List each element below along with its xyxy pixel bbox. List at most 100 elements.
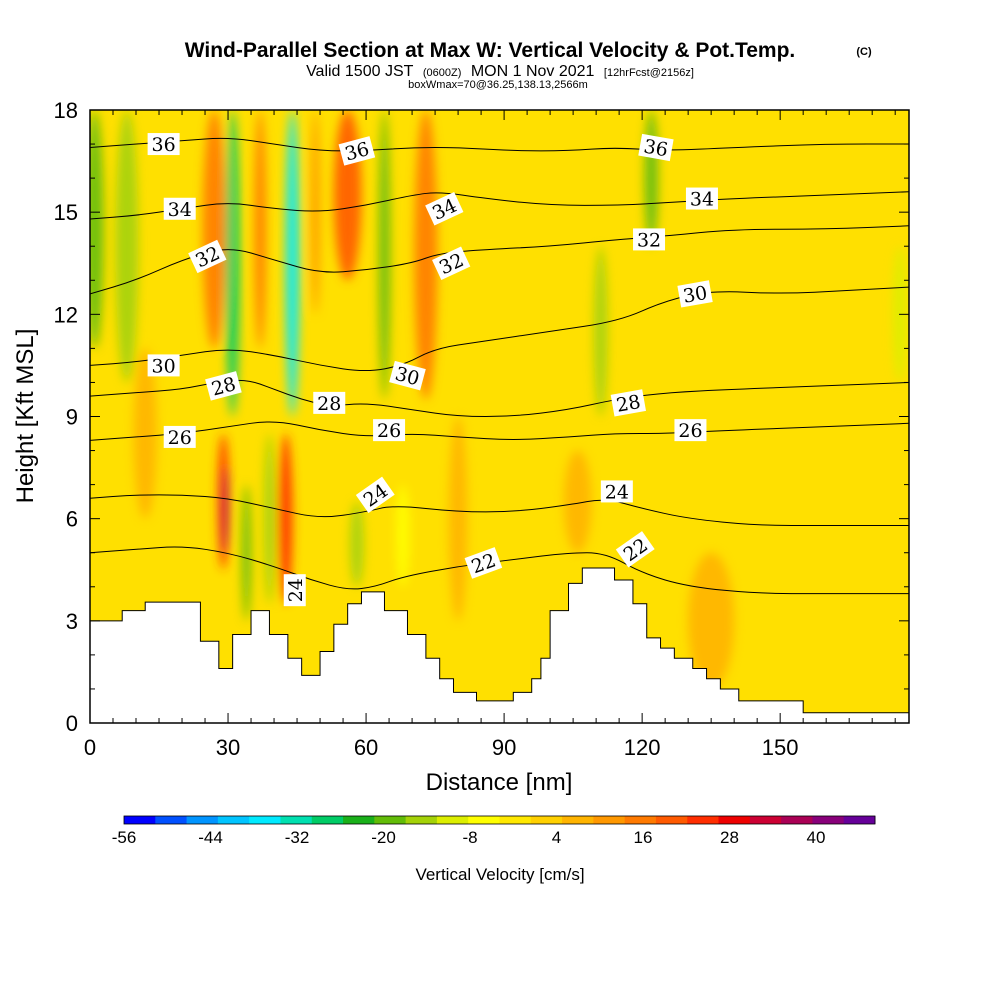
w-feature	[333, 110, 362, 281]
colorbar-frame	[123, 815, 876, 825]
colorbar-swatch	[436, 816, 469, 824]
colorbar-swatch	[155, 816, 188, 824]
w-feature	[310, 110, 321, 315]
w-feature	[133, 348, 157, 519]
colorbar-swatch	[530, 816, 563, 824]
contour-labels: 3634323028262428363432302624223634323028…	[147, 133, 718, 607]
contour-label-text: 34	[690, 189, 714, 211]
contour-label: 36	[638, 133, 674, 162]
contour-label: 30	[389, 360, 426, 391]
colorbar-ticks: -56 -44 -32 -20 -8 4 16 28 40	[112, 828, 826, 847]
w-feature	[593, 246, 608, 417]
y-tick-label: 15	[54, 200, 78, 225]
colorbar-tick-label: 28	[720, 828, 739, 847]
contour-label-box	[425, 192, 464, 226]
contour-label-box	[313, 391, 346, 414]
contour-label-text: 30	[681, 282, 709, 308]
colorbar-label: Vertical Velocity [cm/s]	[415, 865, 584, 884]
contour-label-box	[355, 476, 395, 514]
contour-label: 28	[313, 391, 346, 415]
w-feature	[202, 110, 226, 349]
y-tick-label: 0	[66, 711, 78, 736]
colorbar-swatch	[593, 816, 626, 824]
chart-title: Wind-Parallel Section at Max W: Vertical…	[185, 39, 796, 62]
contour-label-text: 28	[615, 391, 643, 417]
w-feature	[395, 484, 410, 587]
colorbar-tick-label: -8	[462, 828, 477, 847]
contour-label-box	[147, 354, 180, 377]
contour-label-box	[464, 547, 503, 579]
contour-label-box	[147, 133, 180, 156]
contour-label-text: 36	[152, 134, 176, 156]
colorbar-swatch	[405, 816, 438, 824]
x-axis: 0 30 60 90 120 150	[84, 110, 896, 760]
w-feature	[225, 110, 240, 417]
vertical-velocity-field	[90, 110, 907, 689]
colorbar-swatch	[624, 816, 657, 824]
theta-contour-28	[90, 379, 909, 418]
colorbar-swatch	[781, 816, 813, 824]
theta-contour-24	[90, 494, 909, 526]
x-axis-label: Distance [nm]	[426, 769, 573, 796]
contour-label: 24	[600, 480, 633, 503]
contour-label-box	[685, 187, 718, 210]
contour-label-text: 24	[285, 578, 307, 602]
colorbar-swatch	[343, 816, 375, 824]
contour-label: 22	[464, 547, 503, 579]
w-feature	[563, 450, 592, 553]
contour-label: 24	[283, 574, 307, 607]
contour-label: 26	[373, 419, 406, 442]
colorbar-swatch	[843, 816, 876, 824]
colorbar-tick-label: -20	[371, 828, 396, 847]
contour-label-text: 30	[152, 355, 176, 377]
contour-label-box	[600, 480, 633, 503]
contour-label-box	[677, 280, 713, 308]
contour-label-box	[338, 136, 376, 166]
contour-label-box	[638, 133, 674, 162]
box-wmax-info: boxWmax=70@36.25,138.13,2566m	[408, 79, 588, 91]
theta-contour-30	[90, 286, 909, 372]
colorbar	[123, 815, 876, 825]
w-feature	[414, 110, 438, 400]
theta-contour-32	[90, 225, 909, 295]
valid-time: Valid 1500 JST	[306, 63, 414, 80]
contour-label-text: 24	[605, 481, 629, 503]
x-tick-label: 150	[762, 735, 799, 760]
plot-area: 3634323028262428363432302624223634323028…	[90, 110, 909, 723]
x-tick-label: 60	[354, 735, 378, 760]
colorbar-swatch	[374, 816, 407, 824]
copyright-mark: (C)	[856, 46, 872, 58]
colorbar-swatch	[749, 816, 782, 824]
forecast-info: [12hrFcst@2156z]	[604, 67, 694, 79]
y-tick-label: 3	[66, 609, 78, 634]
w-feature	[349, 501, 364, 587]
contour-label-box	[163, 425, 196, 448]
contour-label-text: 28	[317, 393, 341, 415]
w-feature	[448, 416, 468, 621]
terrain-mask	[90, 567, 909, 723]
valid-date: MON 1 Nov 2021	[471, 63, 595, 80]
valid-time-utc: (0600Z)	[423, 67, 462, 79]
contour-label-box	[432, 246, 471, 280]
colorbar-swatch	[217, 816, 250, 824]
colorbar-swatch	[124, 816, 156, 824]
x-tick-label: 120	[624, 735, 661, 760]
colorbar-swatch	[812, 816, 845, 824]
w-feature	[285, 110, 300, 417]
w-feature	[263, 433, 276, 604]
contour-label-box	[283, 574, 306, 607]
contour-label: 26	[674, 419, 707, 442]
contour-label: 30	[677, 280, 713, 308]
colorbar-tick-label: -32	[285, 828, 310, 847]
colorbar-swatch	[249, 816, 281, 824]
w-feature	[115, 110, 139, 383]
colorbar-tick-label: 16	[634, 828, 653, 847]
contour-label: 30	[147, 354, 180, 377]
colorbar-swatch	[655, 816, 688, 824]
contour-label-text: 36	[642, 136, 670, 162]
colorbar-swatch	[562, 816, 594, 824]
contour-label-text: 26	[168, 427, 192, 449]
x-tick-label: 30	[216, 735, 240, 760]
